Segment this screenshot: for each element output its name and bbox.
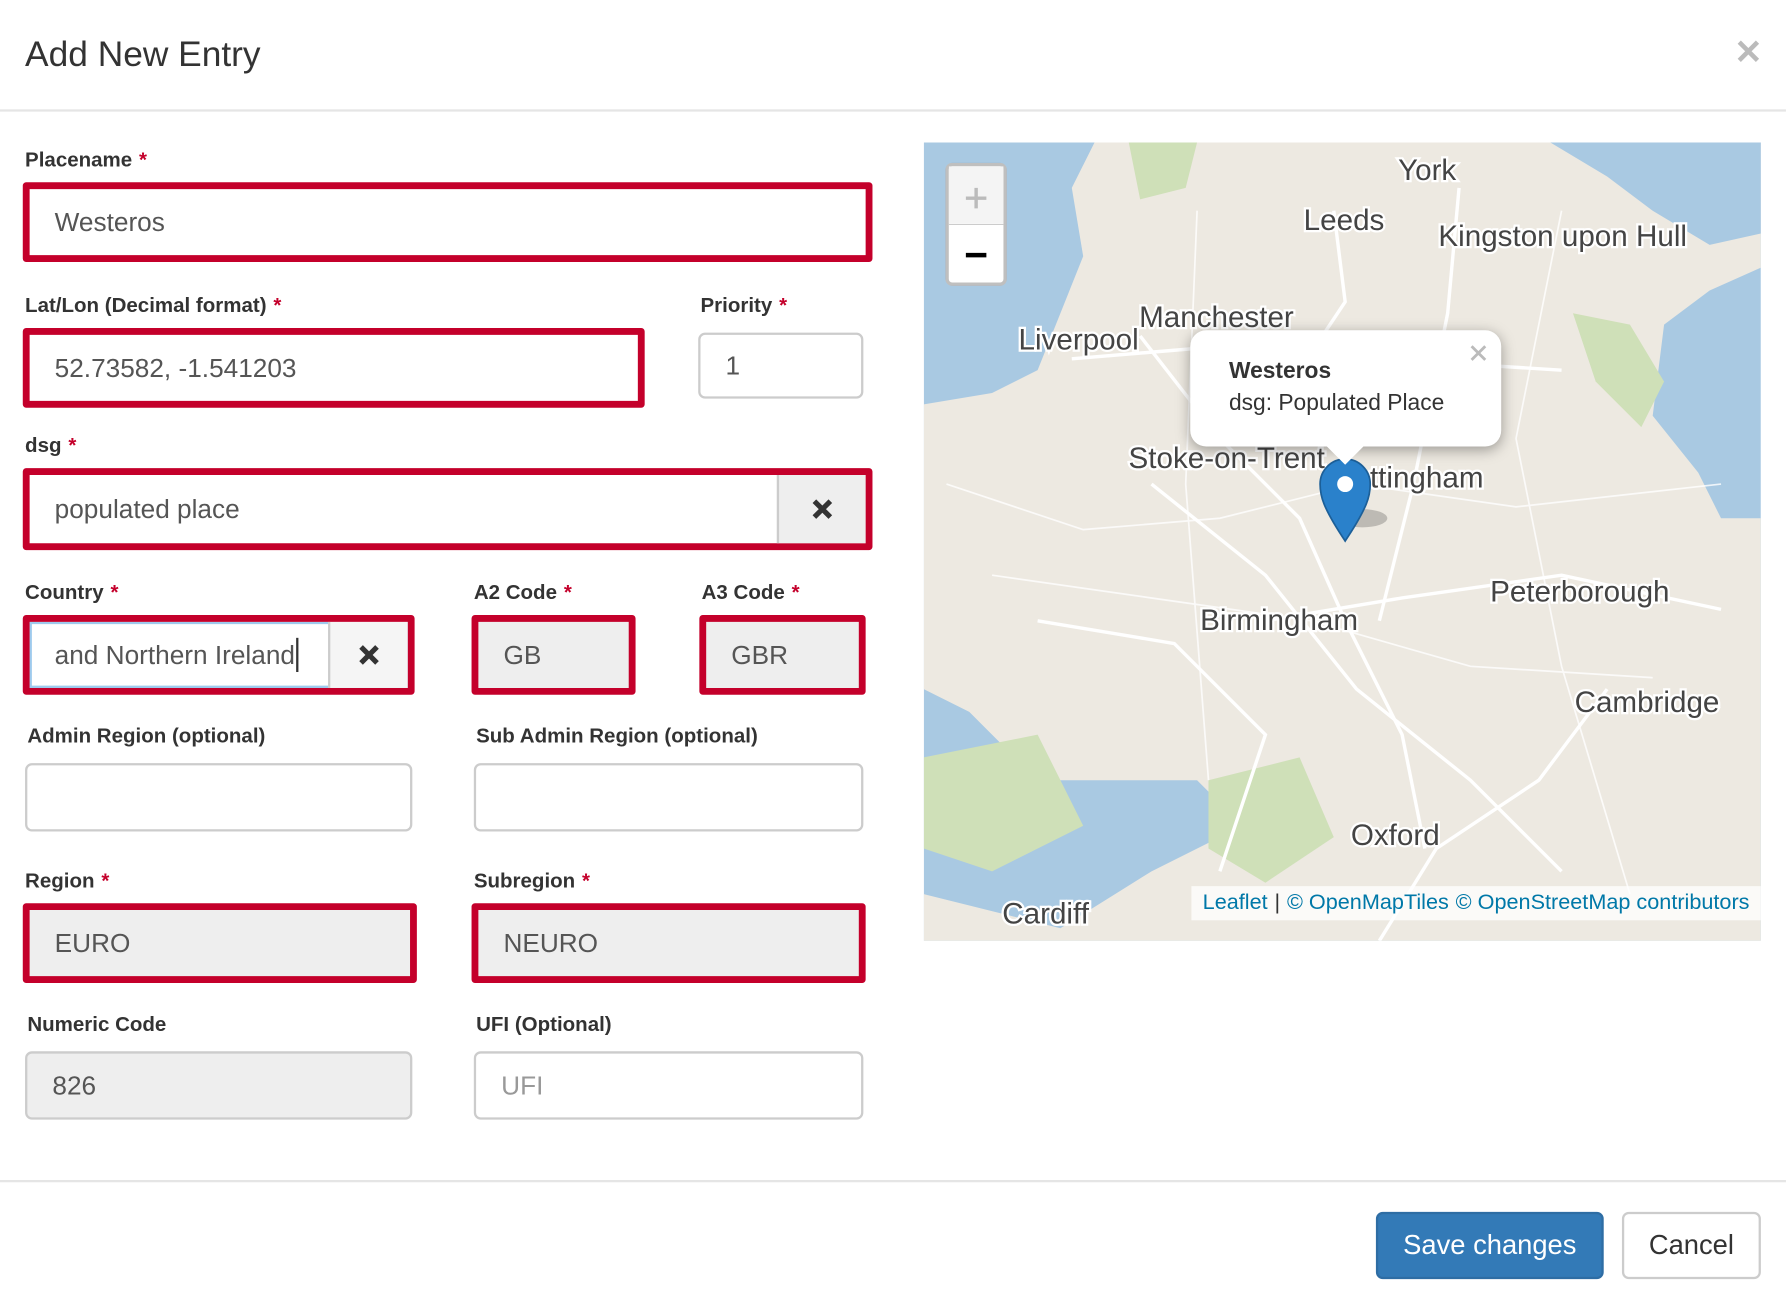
input-value: Westeros <box>54 206 165 237</box>
input-value: 52.73582, -1.541203 <box>54 352 297 383</box>
attribution-link[interactable]: Leaflet <box>1202 890 1268 915</box>
input-value: EURO <box>54 927 131 958</box>
city-label: Manchester <box>1139 301 1294 334</box>
input-field: NEURO <box>471 903 866 983</box>
modal-title: Add New Entry <box>25 34 261 75</box>
input-field[interactable] <box>473 763 864 832</box>
popup-title: Westeros <box>1228 358 1332 384</box>
input-value: GB <box>503 639 542 670</box>
field-label: A3 Code * <box>701 580 800 604</box>
popup-text: dsg: Populated Place <box>1228 390 1445 416</box>
input-field[interactable]: 52.73582, -1.541203 <box>22 328 645 408</box>
input-field[interactable]: 1 <box>698 332 864 399</box>
map-labels: York Leeds Kingston upon Hull Manchester… <box>1000 152 1722 933</box>
city-label: Cardiff <box>1002 898 1089 931</box>
input-field: 826 <box>25 1051 413 1120</box>
city-label: Kingston upon Hull <box>1438 220 1687 253</box>
field-label: Region * <box>25 869 110 892</box>
required-mark: * <box>779 293 788 317</box>
popup-close[interactable] <box>1469 344 1487 362</box>
city-label: Birmingham <box>1200 604 1358 637</box>
input-value: NEURO <box>503 927 599 958</box>
divider <box>0 1180 1786 1183</box>
clear-button[interactable] <box>776 474 866 544</box>
input-value: 826 <box>52 1070 97 1100</box>
input-value: GBR <box>731 639 789 670</box>
attribution-link[interactable]: © OpenStreetMap contributors <box>1455 890 1750 915</box>
required-mark: * <box>139 148 148 171</box>
attribution-separator: | <box>1274 890 1281 915</box>
required-mark: * <box>563 580 572 604</box>
field-label: Subregion * <box>473 869 591 892</box>
input-value: 1 <box>725 350 741 380</box>
input-field[interactable]: populated place <box>22 468 873 551</box>
required-mark: * <box>791 580 800 604</box>
input-field[interactable]: Westeros <box>22 182 873 262</box>
clear-button[interactable] <box>328 621 408 688</box>
save-button[interactable]: Save changes <box>1375 1211 1604 1280</box>
city-label: Peterborough <box>1490 575 1669 608</box>
map[interactable]: York Leeds Kingston upon Hull Manchester… <box>923 142 1761 941</box>
cancel-button[interactable]: Cancel <box>1621 1211 1761 1280</box>
zoom-in[interactable] <box>948 166 1004 224</box>
city-label: Cambridge <box>1575 686 1720 719</box>
city-label: Stoke-on-Trent <box>1129 442 1326 475</box>
field-label: Sub Admin Region (optional) <box>476 724 758 748</box>
city-label: Leeds <box>1304 204 1385 237</box>
input-field: EURO <box>22 903 417 983</box>
field-label: Lat/Lon (Decimal format) * <box>25 293 282 317</box>
city-label: Oxford <box>1351 819 1440 852</box>
field-label: A2 Code * <box>473 580 572 604</box>
city-label: Liverpool <box>1019 324 1139 357</box>
input-value: and Northern Ireland <box>55 637 299 673</box>
field-label: Admin Region (optional) <box>27 724 266 748</box>
city-label: York <box>1398 154 1456 187</box>
divider <box>0 109 1786 112</box>
close-button[interactable] <box>1736 39 1761 64</box>
field-label: Priority * <box>700 293 788 317</box>
input-field[interactable] <box>25 763 413 832</box>
field-label: Numeric Code <box>27 1012 167 1036</box>
attribution: Leaflet | © OpenMapTiles © OpenStreetMap… <box>1191 886 1761 921</box>
required-mark: * <box>582 869 591 892</box>
required-mark: * <box>101 869 110 892</box>
input-field: GB <box>471 615 636 695</box>
field-label: Country * <box>25 580 119 604</box>
required-mark: * <box>110 580 119 604</box>
zoom-control <box>945 162 1007 286</box>
input-field[interactable]: UFI <box>473 1051 864 1120</box>
input-value: populated place <box>54 493 240 524</box>
input-field[interactable]: and Northern Ireland <box>22 615 415 695</box>
field-label: dsg * <box>25 433 77 457</box>
map-popup: Westeros dsg: Populated Place <box>1190 330 1502 465</box>
map-marker[interactable] <box>1319 458 1388 543</box>
field-label: UFI (Optional) <box>476 1012 612 1036</box>
field-label: Placename * <box>25 148 148 171</box>
input-field: GBR <box>699 615 866 695</box>
required-mark: * <box>273 293 282 317</box>
input-placeholder: UFI <box>501 1070 544 1100</box>
required-mark: * <box>68 433 77 457</box>
attribution-link[interactable]: © OpenMapTiles <box>1286 890 1449 915</box>
